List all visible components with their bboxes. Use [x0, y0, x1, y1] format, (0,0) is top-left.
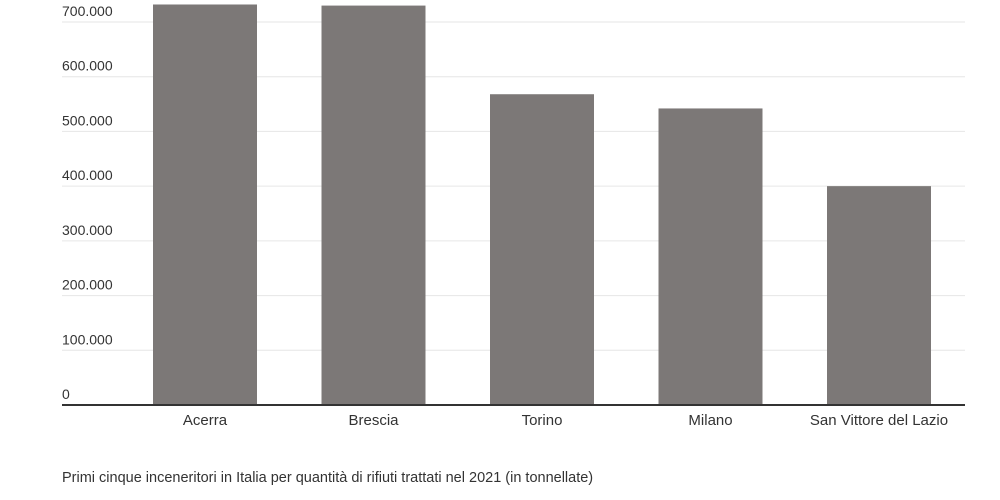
- y-tick-label: 500.000: [62, 112, 113, 128]
- y-tick-label: 200.000: [62, 277, 113, 293]
- x-tick-label: Milano: [688, 412, 732, 429]
- bar-milano: [658, 108, 763, 405]
- x-tick-label: San Vittore del Lazio: [810, 412, 948, 429]
- bar-torino: [490, 94, 594, 406]
- y-tick-label: 600.000: [62, 58, 113, 74]
- bar-san-vittore-del-lazio: [827, 186, 931, 405]
- y-tick-label: 400.000: [62, 167, 113, 183]
- x-tick-label: Torino: [522, 412, 563, 429]
- y-tick-label: 300.000: [62, 222, 113, 238]
- y-tick-label: 700.000: [62, 3, 113, 19]
- chart-caption: Primi cinque inceneritori in Italia per …: [62, 470, 594, 486]
- bar-brescia: [321, 5, 426, 405]
- x-tick-label: Brescia: [348, 412, 399, 429]
- x-axis-ticks: Acerra Brescia Torino Milano San Vittore del…: [183, 412, 948, 429]
- y-axis-ticks: 0 100.000 200.000 300.000 400.000 500.000 600.…: [62, 3, 113, 402]
- bars: [153, 4, 931, 406]
- x-tick-label: Acerra: [183, 412, 228, 429]
- bar-acerra: [153, 4, 257, 406]
- y-tick-label: 100.000: [62, 331, 113, 347]
- y-tick-label: 0: [62, 386, 70, 402]
